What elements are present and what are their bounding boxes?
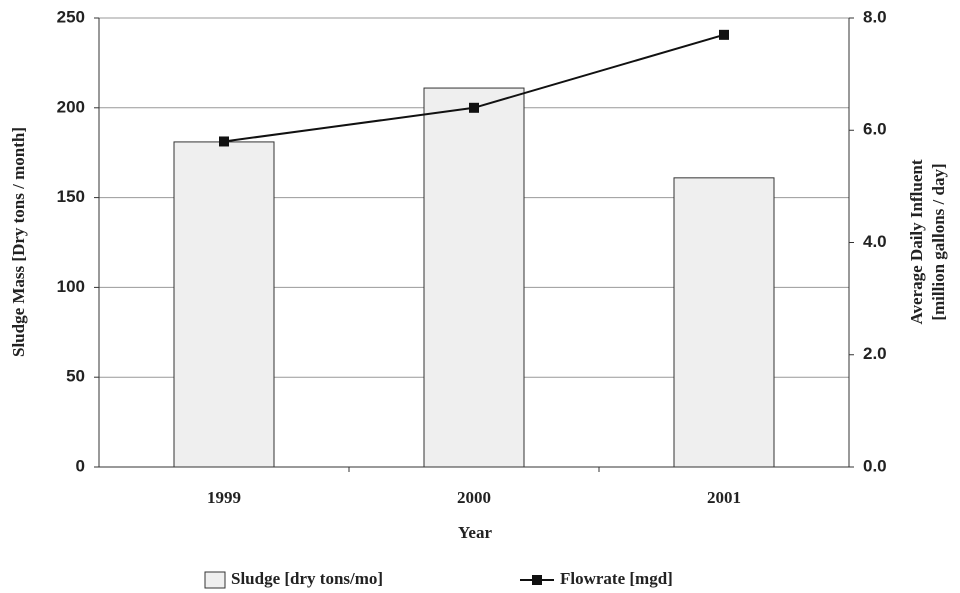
bar <box>173 141 275 468</box>
y-tick-label: 100 <box>57 277 85 296</box>
legend-label: Sludge [dry tons/mo] <box>231 569 383 588</box>
x-tick-label: 2000 <box>457 488 491 507</box>
y2-tick-label: 6.0 <box>863 120 887 139</box>
x-axis-title: Year <box>458 523 492 542</box>
legend-swatch <box>204 571 226 589</box>
y2-axis-title: Average Daily Influent <box>907 159 926 324</box>
x-tick-label: 2001 <box>707 488 741 507</box>
legend-label: Flowrate [mgd] <box>560 569 673 588</box>
y2-axis-title: [million gallons / day] <box>929 163 948 320</box>
bar <box>673 177 775 468</box>
y-tick-label: 50 <box>66 367 85 386</box>
y2-tick-label: 4.0 <box>863 232 887 251</box>
marker <box>719 29 729 40</box>
y2-tick-label: 0.0 <box>863 456 887 475</box>
y2-tick-label: 8.0 <box>863 7 887 26</box>
y-tick-label: 200 <box>57 97 85 116</box>
bar <box>423 87 525 468</box>
y2-tick-label: 2.0 <box>863 344 887 363</box>
y-tick-label: 0 <box>76 456 85 475</box>
y-axis-title: Sludge Mass [Dry tons / month] <box>9 127 28 357</box>
marker <box>469 102 479 113</box>
y-tick-label: 250 <box>57 7 85 26</box>
legend-swatch <box>532 575 542 585</box>
marker <box>219 136 229 147</box>
y-tick-label: 150 <box>57 187 85 206</box>
x-tick-label: 1999 <box>207 488 241 507</box>
